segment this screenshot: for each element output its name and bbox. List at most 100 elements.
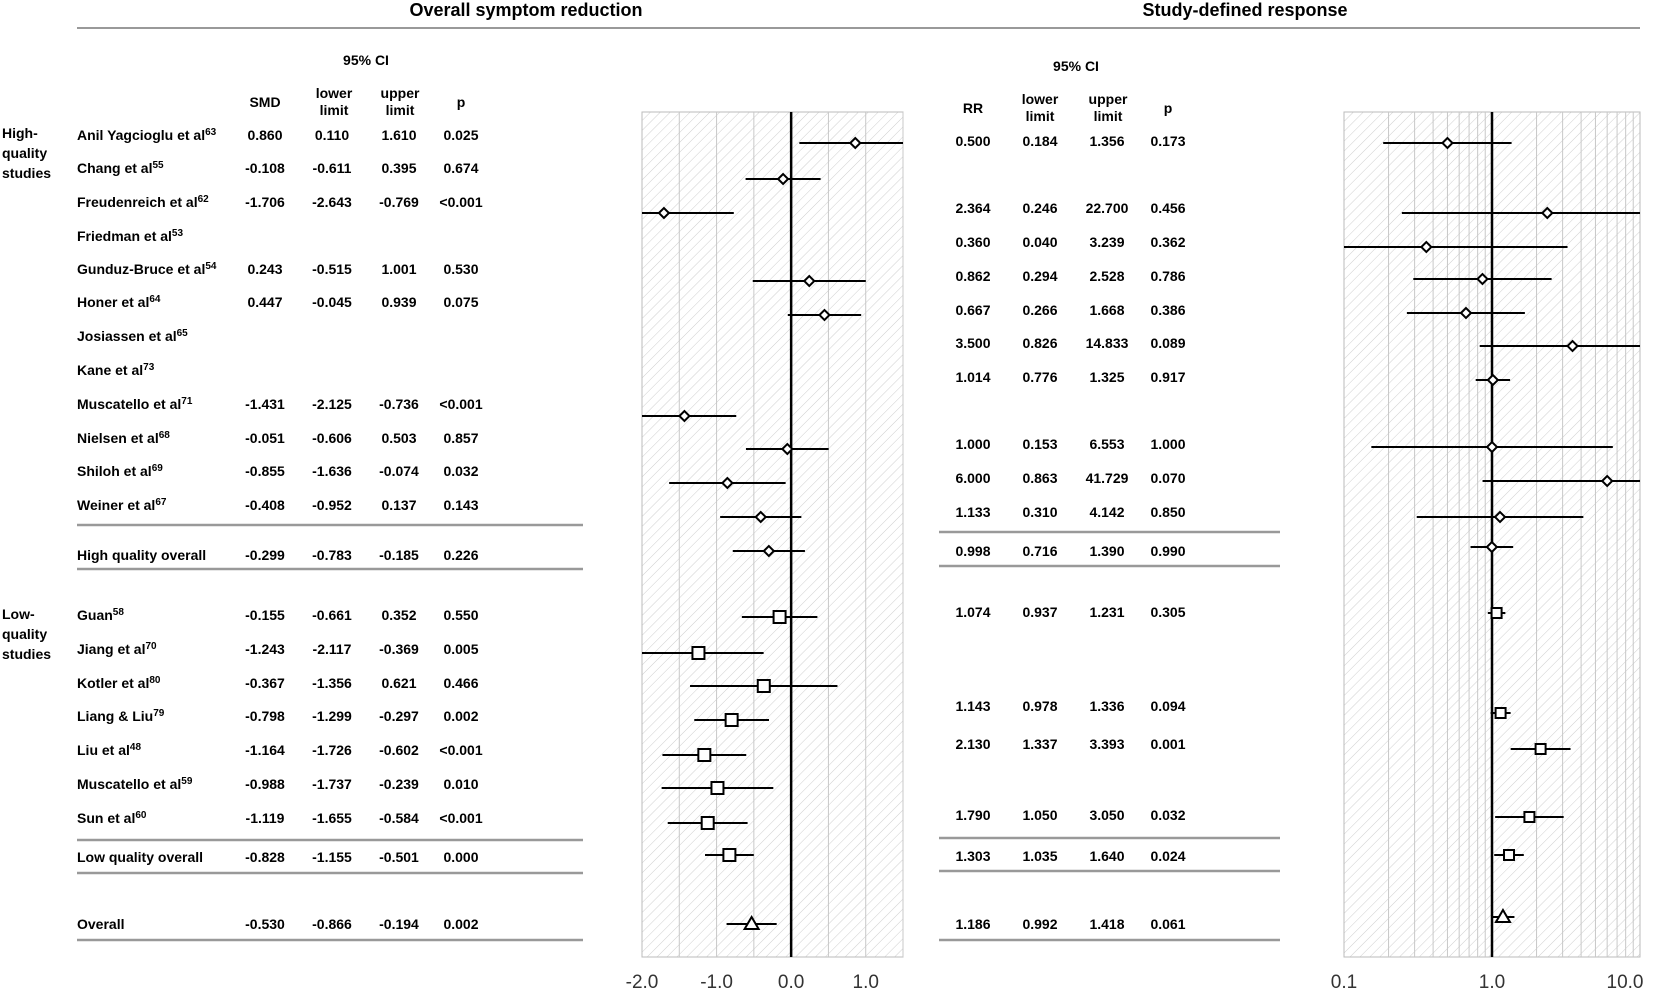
p-value: 0.061	[1150, 916, 1185, 932]
upper-limit-value: 3.050	[1089, 807, 1124, 823]
upper-limit-value: 1.001	[381, 261, 416, 277]
right-diamond-marker	[1493, 510, 1507, 524]
p-value: 0.032	[443, 463, 478, 479]
p-value: <0.001	[439, 194, 482, 210]
study-label: Shiloh et al69	[77, 463, 163, 479]
upper-limit-value: 1.325	[1089, 369, 1124, 385]
upper-limit-value: -0.501	[379, 849, 419, 865]
lower-limit-value: 0.246	[1022, 200, 1057, 216]
study-label: Anil Yagcioglu et al63	[77, 127, 217, 143]
left-square-marker	[691, 646, 706, 660]
p-value: 0.002	[443, 708, 478, 724]
smd-value: -0.408	[245, 497, 285, 513]
rr-value: 2.364	[955, 200, 990, 216]
smd-value: -0.108	[245, 160, 285, 176]
study-label: Muscatello et al59	[77, 776, 193, 792]
lower-limit-value: -1.636	[312, 463, 352, 479]
upper-limit-value: 2.528	[1089, 268, 1124, 284]
upper-limit-value: 22.700	[1086, 200, 1129, 216]
right-col-rr: RR	[963, 100, 983, 116]
study-label: Low quality overall	[77, 849, 203, 865]
upper-limit-value: 0.939	[381, 294, 416, 310]
group-label-high: High-quality studies	[2, 125, 51, 181]
rr-value: 1.790	[955, 807, 990, 823]
lower-limit-value: 0.184	[1022, 133, 1057, 149]
upper-limit-value: 3.239	[1089, 234, 1124, 250]
smd-value: -1.243	[245, 641, 285, 657]
left-col-lower: lower limit	[316, 85, 353, 118]
study-label: Overall	[77, 916, 124, 932]
study-label: Guan58	[77, 607, 124, 623]
p-value: 0.143	[443, 497, 478, 513]
right-panel-title: Study-defined response	[1142, 0, 1347, 20]
upper-limit-value: 1.668	[1089, 302, 1124, 318]
left-panel-title: Overall symptom reduction	[409, 0, 642, 20]
p-value: 0.010	[443, 776, 478, 792]
p-value: 0.002	[443, 916, 478, 932]
lower-limit-value: 0.826	[1022, 335, 1057, 351]
p-value: 0.025	[443, 127, 478, 143]
right-axis-tick-label: 0.1	[1331, 972, 1357, 993]
study-label: Gunduz-Bruce et al54	[77, 261, 217, 277]
left-diamond-marker	[802, 274, 816, 288]
left-diamond-marker	[780, 442, 794, 456]
p-value: 0.550	[443, 607, 478, 623]
p-value: 0.857	[443, 430, 478, 446]
lower-limit-value: -0.866	[312, 916, 352, 932]
p-value: 0.674	[443, 160, 478, 176]
p-value: 0.005	[443, 641, 478, 657]
study-label: Josiassen et al65	[77, 328, 188, 344]
lower-limit-value: -2.125	[312, 396, 352, 412]
smd-value: 0.447	[247, 294, 282, 310]
left-diamond-marker	[678, 409, 691, 423]
smd-value: -0.530	[245, 916, 285, 932]
study-label: Freudenreich et al62	[77, 194, 209, 210]
upper-limit-value: 14.833	[1086, 335, 1129, 351]
right-diamond-marker	[1485, 540, 1499, 554]
lower-limit-value: -1.655	[312, 810, 352, 826]
right-col-upper: upper limit	[1089, 91, 1128, 124]
rr-value: 2.130	[955, 736, 990, 752]
study-label: Liang & Liu79	[77, 708, 165, 724]
lower-limit-value: 0.992	[1022, 916, 1057, 932]
left-square-marker	[772, 610, 787, 624]
upper-limit-value: -0.584	[379, 810, 419, 826]
upper-limit-value: -0.074	[379, 463, 419, 479]
left-diamond-marker	[776, 172, 790, 186]
study-label: Friedman et al53	[77, 228, 183, 244]
rr-value: 1.303	[955, 848, 990, 864]
right-diamond-marker	[1566, 339, 1579, 353]
upper-limit-value: -0.602	[379, 742, 419, 758]
upper-limit-value: -0.185	[379, 547, 419, 563]
smd-value: -0.051	[245, 430, 285, 446]
study-label: High quality overall	[77, 547, 206, 563]
smd-value: -0.855	[245, 463, 285, 479]
smd-value: 0.243	[247, 261, 282, 277]
study-label: Chang et al55	[77, 160, 164, 176]
lower-limit-value: 1.050	[1022, 807, 1057, 823]
p-value: 0.094	[1150, 698, 1185, 714]
p-value: 0.000	[443, 849, 478, 865]
upper-limit-value: 1.390	[1089, 543, 1124, 559]
left-plot-area	[641, 111, 904, 958]
right-square-marker	[1534, 743, 1547, 755]
upper-limit-value: 1.356	[1089, 133, 1124, 149]
p-value: 0.466	[443, 675, 478, 691]
upper-limit-value: 1.336	[1089, 698, 1124, 714]
upper-limit-value: 6.553	[1089, 436, 1124, 452]
study-label: Sun et al60	[77, 810, 147, 826]
upper-limit-value: 0.352	[381, 607, 416, 623]
smd-value: -0.828	[245, 849, 285, 865]
p-value: 0.850	[1150, 504, 1185, 520]
upper-limit-value: 41.729	[1086, 470, 1129, 486]
upper-limit-value: 3.393	[1089, 736, 1124, 752]
rr-value: 1.143	[955, 698, 990, 714]
lower-limit-value: -0.783	[312, 547, 352, 563]
smd-value: -0.798	[245, 708, 285, 724]
rr-value: 1.186	[955, 916, 990, 932]
lower-limit-value: -1.155	[312, 849, 352, 865]
right-overall-marker	[1494, 908, 1512, 923]
left-diamond-marker	[754, 510, 768, 524]
p-value: 0.917	[1150, 369, 1185, 385]
left-col-upper: upper limit	[381, 85, 420, 118]
